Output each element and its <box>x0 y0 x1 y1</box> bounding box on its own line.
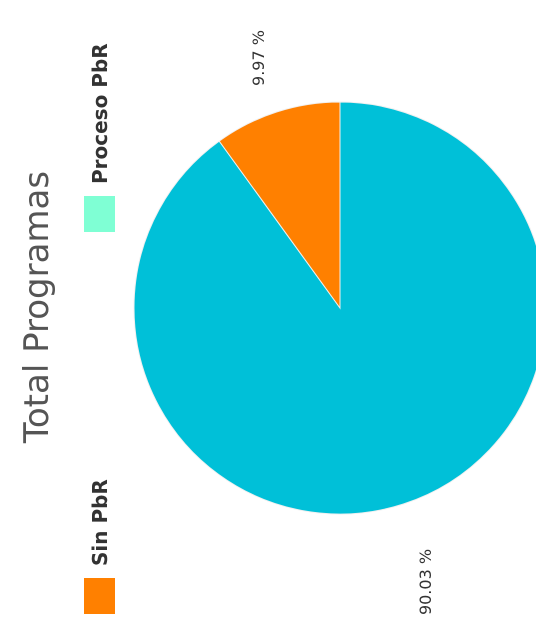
legend-swatch-sin-pbr[interactable] <box>84 578 115 614</box>
pie-slice-proceso-pbr[interactable] <box>133 101 536 515</box>
data-label-proceso-pbr: 90.03 % <box>416 549 435 615</box>
data-label-sin-pbr: 9.97 % <box>249 30 268 86</box>
pie-slice-sin-pbr[interactable] <box>218 101 341 310</box>
legend-label-proceso-pbr[interactable]: Proceso PbR <box>88 43 112 184</box>
chart-title: Total Programas <box>17 171 57 444</box>
legend-swatch-proceso-pbr[interactable] <box>84 196 115 232</box>
legend-label-sin-pbr[interactable]: Sin PbR <box>88 479 112 566</box>
